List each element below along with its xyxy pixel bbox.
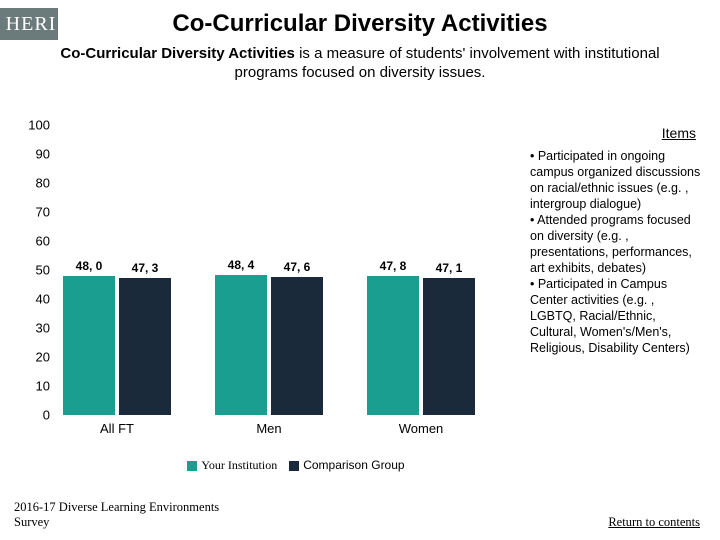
y-tick-label: 0	[20, 408, 50, 423]
x-category-label: Women	[361, 421, 481, 436]
y-tick-label: 100	[20, 118, 50, 133]
legend-label: Your Institution	[201, 458, 277, 472]
items-description: • Participated in ongoing campus organiz…	[530, 148, 702, 356]
bar-value-label: 47, 6	[271, 260, 323, 274]
legend-swatch	[289, 461, 299, 471]
bar-value-label: 48, 0	[63, 259, 115, 273]
return-to-contents-link[interactable]: Return to contents	[608, 515, 700, 530]
bar: 47, 6	[271, 277, 323, 415]
y-tick-label: 50	[20, 263, 50, 278]
bar-value-label: 48, 4	[215, 258, 267, 272]
bar-value-label: 47, 8	[367, 259, 419, 273]
x-category-label: Men	[209, 421, 329, 436]
page-title: Co-Curricular Diversity Activities	[0, 10, 720, 38]
bar: 48, 4	[215, 275, 267, 415]
bar: 47, 1	[423, 278, 475, 415]
bar: 48, 0	[63, 276, 115, 415]
legend-swatch	[187, 461, 197, 471]
bar-value-label: 47, 3	[119, 261, 171, 275]
subtitle-rest: is a measure of students' involvement wi…	[235, 45, 660, 81]
subtitle-bold: Co-Curricular Diversity Activities	[60, 45, 295, 62]
chart-area: 0102030405060708090100 48, 047, 348, 447…	[20, 125, 520, 445]
bar: 47, 8	[367, 276, 419, 415]
y-tick-label: 70	[20, 205, 50, 220]
chart-plot: 48, 047, 348, 447, 647, 847, 1	[55, 125, 510, 415]
footer-survey-name: 2016-17 Diverse Learning Environments Su…	[14, 500, 234, 530]
y-tick-label: 10	[20, 379, 50, 394]
bar: 47, 3	[119, 278, 171, 415]
y-tick-label: 20	[20, 350, 50, 365]
chart-legend: Your Institution Comparison Group	[60, 458, 520, 473]
y-tick-label: 40	[20, 292, 50, 307]
bar-value-label: 47, 1	[423, 261, 475, 275]
x-category-label: All FT	[57, 421, 177, 436]
items-link[interactable]: Items	[662, 125, 696, 141]
page-subtitle: Co-Curricular Diversity Activities is a …	[60, 45, 660, 83]
y-tick-label: 80	[20, 176, 50, 191]
legend-label: Comparison Group	[303, 458, 404, 472]
y-tick-label: 30	[20, 321, 50, 336]
y-tick-label: 90	[20, 147, 50, 162]
y-tick-label: 60	[20, 234, 50, 249]
